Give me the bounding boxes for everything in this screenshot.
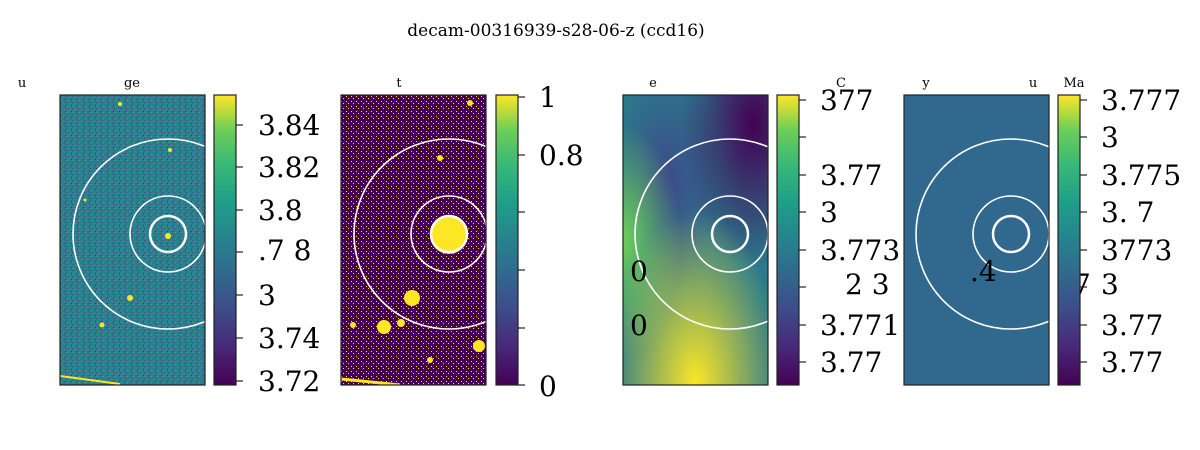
panel-1-tick-5: 3.74 <box>258 322 320 355</box>
panel-4-inner-circle <box>991 214 1031 254</box>
figure-title: decam-00316939-s28-06-z (ccd16) <box>407 21 704 41</box>
panel-1-image <box>60 95 205 385</box>
panel-3-tick-7: 3.77 <box>820 346 882 379</box>
panel-1-inner-circle <box>148 214 188 254</box>
panel-3-tick-3: 3 <box>820 196 838 229</box>
panel-1-tick-1: 3.82 <box>258 151 320 184</box>
panel-2-tick-1: 0.8 <box>539 139 584 172</box>
panel-2-colorbar <box>495 94 519 386</box>
panel-3-frame <box>622 94 769 386</box>
panel-3-tick-0: 377 <box>820 84 873 117</box>
panel-1-colorbar-ticks <box>236 124 243 382</box>
panel-4-outer-circle <box>915 138 1049 330</box>
panel-2-tick-0: 1 <box>539 81 557 114</box>
panel-2-colorbar-ticks <box>518 96 525 386</box>
panel-3-tick-5: 2 3 <box>845 268 890 301</box>
panel-2-middle-circle <box>410 195 486 273</box>
panel-3-corner-label: C <box>836 76 846 91</box>
panel-1-outer-circle <box>72 138 205 330</box>
panel-4-tick-4: 3773 <box>1101 234 1172 267</box>
panel-3-colorbar <box>776 94 800 386</box>
panel-1-tick-2: 3.8 <box>258 194 303 227</box>
panel-2-inner-circle <box>429 214 469 254</box>
panel-2-tick-2: 0 <box>539 370 557 403</box>
panel-2-frame <box>340 94 487 386</box>
panel-1-tick-6: 3.72 <box>258 365 320 398</box>
panel-3-inner-circle <box>710 214 750 254</box>
panel-1-side-label: u <box>18 76 26 91</box>
panel-4-tick-3: 3. 7 <box>1101 196 1154 229</box>
panel-4-tick-2: 3.775 <box>1101 159 1181 192</box>
panel-3-tick-4: 3.773 <box>820 234 900 267</box>
panel-1-tick-0: 3.84 <box>258 109 320 142</box>
panel-4-overlay-label-0: .4 <box>970 255 997 288</box>
panel-3-middle-circle <box>691 195 768 273</box>
panel-3-overlay-label-1: 0 <box>630 309 648 342</box>
panel-2-outer-circle <box>353 138 486 330</box>
panel-4-tick-7: 3.77 <box>1101 346 1163 379</box>
panel-1-colorbar <box>213 94 237 386</box>
panel-3-colorbar-ticks <box>799 99 806 363</box>
panel-4-tick-6: 3.77 <box>1101 309 1163 342</box>
panel-1-title: ge <box>124 76 140 91</box>
panel-3-title: e <box>649 76 657 91</box>
panel-3-tick-6: 3.771 <box>820 309 900 342</box>
panel-1-tick-4: 3 <box>258 279 276 312</box>
panel-2-title: t <box>396 76 402 91</box>
panel-4-middle-circle <box>972 195 1049 273</box>
panel-4-corner-label: Ma <box>1063 76 1084 91</box>
panel-4-tick-5: 3 <box>1101 268 1119 301</box>
panel-4-colorbar-ticks <box>1080 99 1087 363</box>
panel-4-tick-0: 3.777 <box>1101 84 1181 117</box>
panel-3-overlay-label-0: 0 <box>630 255 648 288</box>
panel-4: y u Ma .4 7 3.777 3 3.775 3. 7 3773 3 3. <box>903 76 1181 386</box>
panel-4-tick-1: 3 <box>1101 121 1119 154</box>
panel-1-middle-circle <box>129 195 205 273</box>
panel-1-frame <box>59 94 206 386</box>
panel-4-colorbar <box>1057 94 1081 386</box>
panel-2: t 1 0.8 0 <box>340 76 584 403</box>
panel-4-frame <box>903 94 1050 386</box>
panel-1: u ge 3.84 3.82 3.8 .7 8 <box>18 76 321 398</box>
panel-4-title-right: u <box>1029 76 1037 91</box>
panel-3-tick-1: 3.77 <box>820 159 882 192</box>
panel-4-title-left: y <box>921 76 930 91</box>
panel-3-outer-circle <box>634 138 768 330</box>
panel-4-image <box>904 95 1049 385</box>
panel-3: e C 0 0 377 3.77 5 3 3.773 <box>622 76 925 386</box>
panel-1-tick-3: .7 8 <box>258 234 311 267</box>
